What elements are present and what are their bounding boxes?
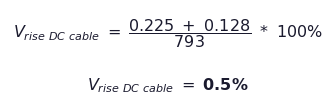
Text: $\mathit{V}_{rise\ DC\ cable}\ =\ \mathbf{0.5\%}$: $\mathit{V}_{rise\ DC\ cable}\ =\ \mathb… xyxy=(87,77,249,95)
Text: $\mathit{V}_{rise\ DC\ cable}\ =\ \dfrac{0.225\ +\ 0.128}{793}\ *\ 100\%$: $\mathit{V}_{rise\ DC\ cable}\ =\ \dfrac… xyxy=(13,17,323,50)
